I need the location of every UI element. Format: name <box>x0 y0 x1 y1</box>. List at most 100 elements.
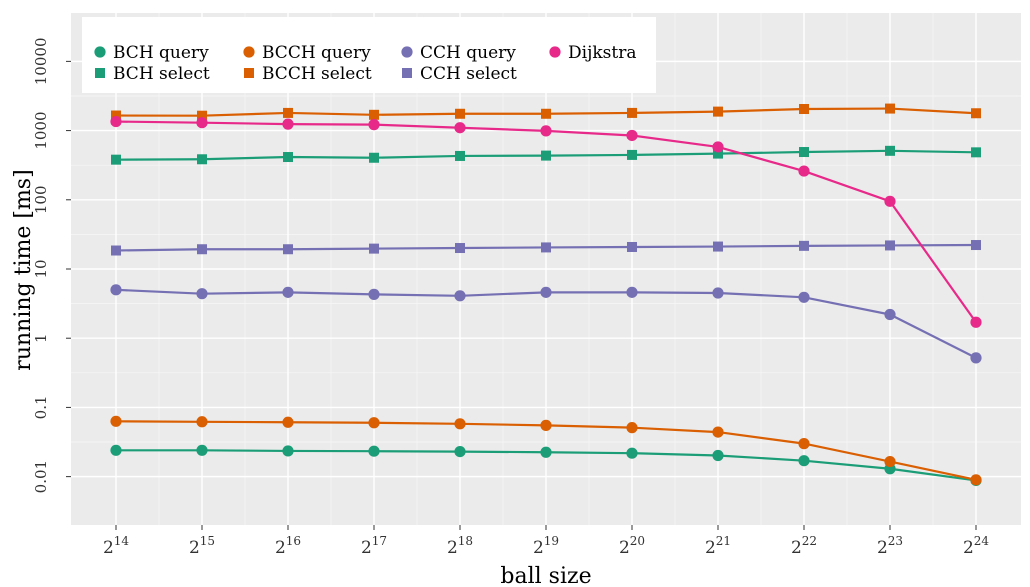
x-tick-label: 216 <box>275 534 301 558</box>
data-point <box>110 115 122 128</box>
x-tick-exponent: 18 <box>458 534 473 548</box>
data-point <box>713 148 723 159</box>
x-tick-base: 2 <box>447 538 458 558</box>
x-tick-exponent: 20 <box>630 534 645 548</box>
legend-label: BCH query <box>113 43 209 63</box>
legend-label: BCCH select <box>262 64 372 84</box>
data-point <box>884 455 896 468</box>
x-tick-exponent: 14 <box>114 534 130 548</box>
legend-label: BCCH query <box>262 43 371 63</box>
y-axis-title: running time [ms] <box>11 169 36 370</box>
data-point <box>110 415 122 427</box>
data-point <box>369 109 379 120</box>
data-point <box>627 149 637 160</box>
data-point <box>111 245 121 256</box>
data-point <box>885 103 895 114</box>
data-point <box>368 417 380 429</box>
x-tick-label: 220 <box>619 534 645 558</box>
x-tick-label: 219 <box>533 534 559 558</box>
data-point <box>454 445 466 458</box>
data-point <box>626 422 638 434</box>
data-point <box>712 426 724 438</box>
data-point <box>712 449 724 462</box>
data-point <box>799 147 809 158</box>
legend-box <box>82 17 656 93</box>
data-point <box>282 286 294 298</box>
data-point <box>110 444 122 456</box>
data-point <box>111 110 121 121</box>
x-tick-label: 218 <box>447 534 473 558</box>
x-tick-exponent: 15 <box>200 534 215 548</box>
data-point <box>454 122 466 134</box>
y-tick-label: 0.1 <box>32 395 50 419</box>
data-point <box>368 288 380 300</box>
data-point <box>197 154 207 165</box>
data-point <box>455 108 465 119</box>
x-tick-base: 2 <box>189 538 200 558</box>
data-point <box>626 129 638 142</box>
data-point <box>454 418 466 430</box>
legend-label: BCH select <box>113 64 210 84</box>
x-tick-base: 2 <box>361 538 372 558</box>
data-point <box>884 195 896 207</box>
data-point <box>970 474 982 486</box>
x-tick-base: 2 <box>103 538 114 558</box>
data-point <box>798 438 810 450</box>
data-point <box>540 446 552 458</box>
data-point <box>885 145 895 156</box>
x-tick-base: 2 <box>963 538 974 558</box>
x-tick-exponent: 23 <box>888 534 903 548</box>
x-tick-label: 217 <box>361 534 387 558</box>
data-point <box>970 316 982 328</box>
x-tick-exponent: 21 <box>716 534 731 548</box>
x-tick-base: 2 <box>791 538 802 558</box>
x-tick-exponent: 16 <box>286 534 301 548</box>
data-point <box>712 141 724 153</box>
data-point <box>455 243 465 254</box>
data-point <box>713 241 723 252</box>
x-tick-exponent: 17 <box>372 534 387 548</box>
legend-marker <box>549 46 561 58</box>
data-point <box>627 107 637 118</box>
data-point <box>454 290 466 302</box>
data-point <box>540 286 552 298</box>
data-point <box>798 291 810 303</box>
series-layer <box>110 103 982 487</box>
y-axis: 0.01 0.1 1 10 100 1000 10000 <box>32 38 71 493</box>
data-point <box>282 445 294 457</box>
data-point <box>111 154 121 165</box>
data-point <box>626 447 638 459</box>
data-point <box>110 284 122 296</box>
x-tick-base: 2 <box>877 538 888 558</box>
data-point <box>971 108 981 119</box>
x-tick-base: 2 <box>705 538 716 558</box>
legend-marker <box>94 46 106 58</box>
y-tick-label: 0.01 <box>32 460 50 493</box>
x-tick-base: 2 <box>275 538 286 558</box>
data-point <box>369 152 379 163</box>
data-point <box>885 240 895 251</box>
x-tick-base: 2 <box>533 538 544 558</box>
legend-label: CCH select <box>420 64 517 84</box>
data-point <box>798 165 810 177</box>
data-point <box>455 150 465 161</box>
x-tick-exponent: 19 <box>544 534 559 548</box>
data-point <box>712 287 724 299</box>
legend-marker <box>243 46 255 58</box>
data-point <box>196 288 208 300</box>
data-point <box>282 118 294 130</box>
x-tick-label: 214 <box>103 534 129 558</box>
x-axis-title: ball size <box>500 564 591 587</box>
data-point <box>799 104 809 115</box>
data-point <box>540 125 552 137</box>
data-point <box>971 147 981 158</box>
y-tick-label: 10000 <box>32 38 50 86</box>
data-point <box>197 244 207 255</box>
y-tick-label: 100 <box>32 185 50 214</box>
y-tick-label: 10 <box>32 259 50 278</box>
x-tick-label: 224 <box>963 534 989 558</box>
data-point <box>196 444 208 456</box>
x-tick-exponent: 24 <box>974 534 990 548</box>
x-tick-label: 222 <box>791 534 817 558</box>
